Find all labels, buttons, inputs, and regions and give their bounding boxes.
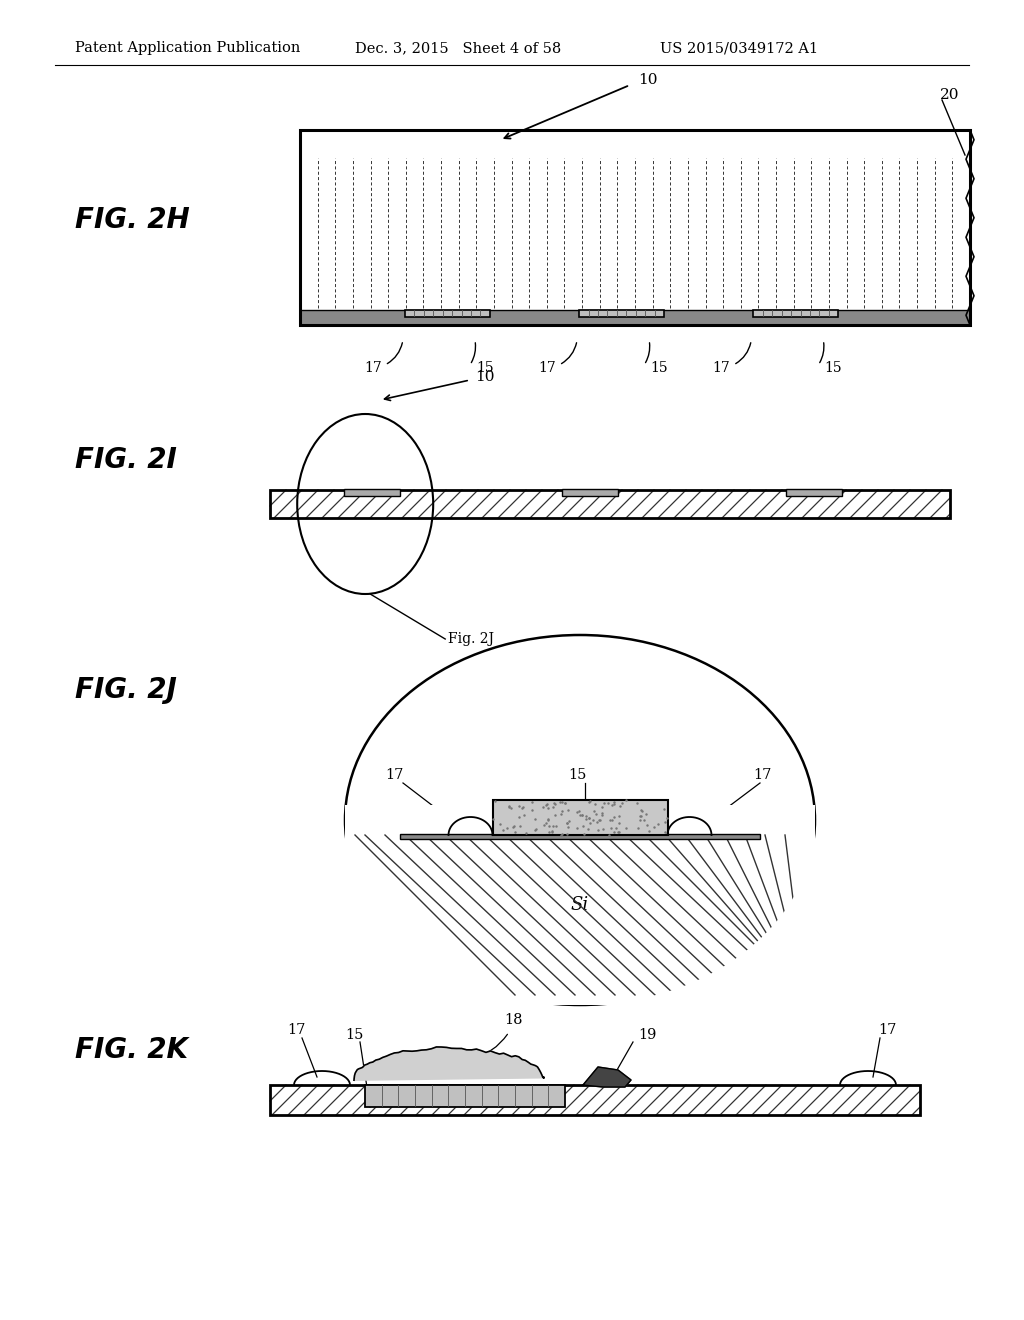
Text: FIG. 2K: FIG. 2K (75, 1036, 188, 1064)
Text: 15: 15 (345, 1028, 364, 1041)
Bar (270, 490, 950, 517)
Text: 18: 18 (504, 1012, 522, 1027)
Text: 17: 17 (713, 360, 730, 375)
Bar (344, 488, 400, 496)
Bar (300, 310, 970, 325)
Text: 17: 17 (753, 768, 771, 781)
Text: Patent Application Publication: Patent Application Publication (75, 41, 300, 55)
Bar (400, 834, 760, 840)
Bar (561, 488, 617, 496)
Bar (580, 310, 665, 317)
Text: Dec. 3, 2015   Sheet 4 of 58: Dec. 3, 2015 Sheet 4 of 58 (355, 41, 561, 55)
Polygon shape (354, 1047, 544, 1080)
Bar (270, 1085, 920, 1115)
Ellipse shape (345, 635, 815, 1005)
Bar (345, 805, 815, 1005)
Bar (786, 488, 842, 496)
Bar (493, 800, 668, 836)
Text: 20: 20 (940, 88, 959, 102)
Bar (270, 1085, 920, 1115)
Text: Fig. 2J: Fig. 2J (449, 632, 495, 645)
Text: US 2015/0349172 A1: US 2015/0349172 A1 (660, 41, 818, 55)
Text: 15: 15 (476, 360, 494, 375)
Text: 17: 17 (878, 1023, 896, 1038)
Text: Si: Si (571, 896, 589, 913)
Text: 15: 15 (824, 360, 842, 375)
Polygon shape (583, 1067, 631, 1086)
Text: 17: 17 (539, 360, 556, 375)
Text: FIG. 2H: FIG. 2H (75, 206, 189, 234)
Text: 15: 15 (568, 768, 587, 781)
Bar (270, 490, 950, 517)
Text: 17: 17 (385, 768, 403, 781)
Bar (365, 1085, 565, 1107)
Text: FIG. 2J: FIG. 2J (75, 676, 177, 704)
Bar (754, 310, 839, 317)
Text: 17: 17 (287, 1023, 305, 1038)
Text: 17: 17 (364, 360, 382, 375)
Text: 10: 10 (638, 73, 657, 87)
Text: 15: 15 (650, 360, 668, 375)
Text: 10: 10 (475, 370, 495, 384)
Bar (300, 129, 970, 325)
Text: 19: 19 (638, 1028, 656, 1041)
Bar (404, 310, 489, 317)
Bar (300, 129, 970, 325)
Bar (300, 310, 970, 325)
Text: FIG. 2I: FIG. 2I (75, 446, 177, 474)
Bar (270, 490, 950, 517)
